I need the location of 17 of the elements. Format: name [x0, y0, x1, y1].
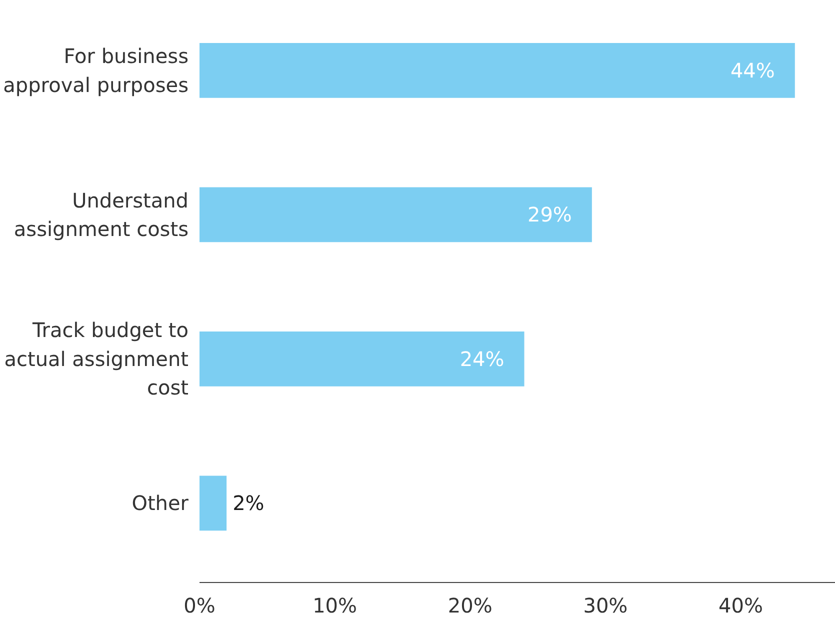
- y-tick-label: Other: [132, 491, 190, 516]
- y-tick-label: For business approval purposes: [3, 44, 189, 97]
- bar: [200, 187, 592, 242]
- x-tick-label: 20%: [448, 594, 492, 618]
- data-label: 29%: [527, 202, 572, 227]
- bar: [200, 43, 795, 98]
- x-tick-label: 40%: [718, 594, 764, 618]
- data-label: 24%: [460, 346, 504, 371]
- y-tick-label: Understand assignment costs: [14, 188, 189, 242]
- y-tick-label: Track budget to actual assignment cost: [4, 318, 189, 400]
- x-tick-label: 0%: [184, 594, 216, 618]
- bar: [200, 476, 227, 531]
- x-tick-label: 10%: [312, 594, 358, 618]
- data-label: 2%: [232, 491, 264, 516]
- data-label: 44%: [730, 58, 775, 82]
- bar: [200, 332, 524, 386]
- x-tick-label: 30%: [583, 594, 628, 618]
